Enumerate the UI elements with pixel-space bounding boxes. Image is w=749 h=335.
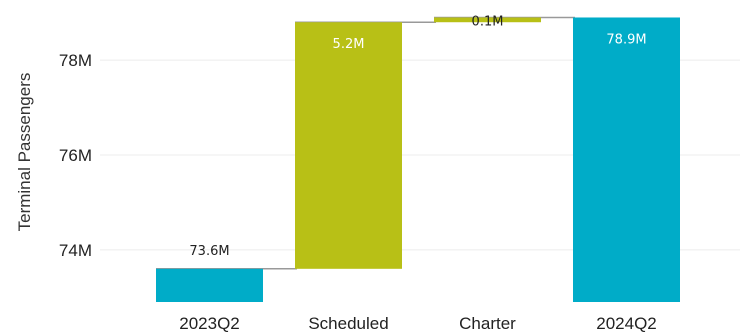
bar-2023q2 xyxy=(156,268,263,302)
x-category-label: 2023Q2 xyxy=(179,314,240,333)
bars xyxy=(156,17,680,302)
x-category-label: Scheduled xyxy=(308,314,388,333)
y-tick-label: 78M xyxy=(59,51,92,70)
y-tick-label: 76M xyxy=(59,146,92,165)
data-labels: 73.6M 5.2M 0.1M 78.9M xyxy=(189,14,646,258)
x-category-label: Charter xyxy=(459,314,516,333)
y-tick-label: 74M xyxy=(59,241,92,260)
data-label: 5.2M xyxy=(333,37,365,52)
bar-charter xyxy=(434,17,541,23)
bar-scheduled xyxy=(295,22,402,269)
y-axis-ticks: 74M 76M 78M xyxy=(59,51,92,260)
y-axis-title: Terminal Passengers xyxy=(15,73,34,232)
data-label: 0.1M xyxy=(472,14,504,29)
bar-2024q2 xyxy=(573,17,680,302)
x-axis-categories: 2023Q2 Scheduled Charter 2024Q2 xyxy=(179,314,657,333)
x-category-label: 2024Q2 xyxy=(596,314,657,333)
data-label: 78.9M xyxy=(606,32,646,47)
data-label: 73.6M xyxy=(189,244,229,259)
